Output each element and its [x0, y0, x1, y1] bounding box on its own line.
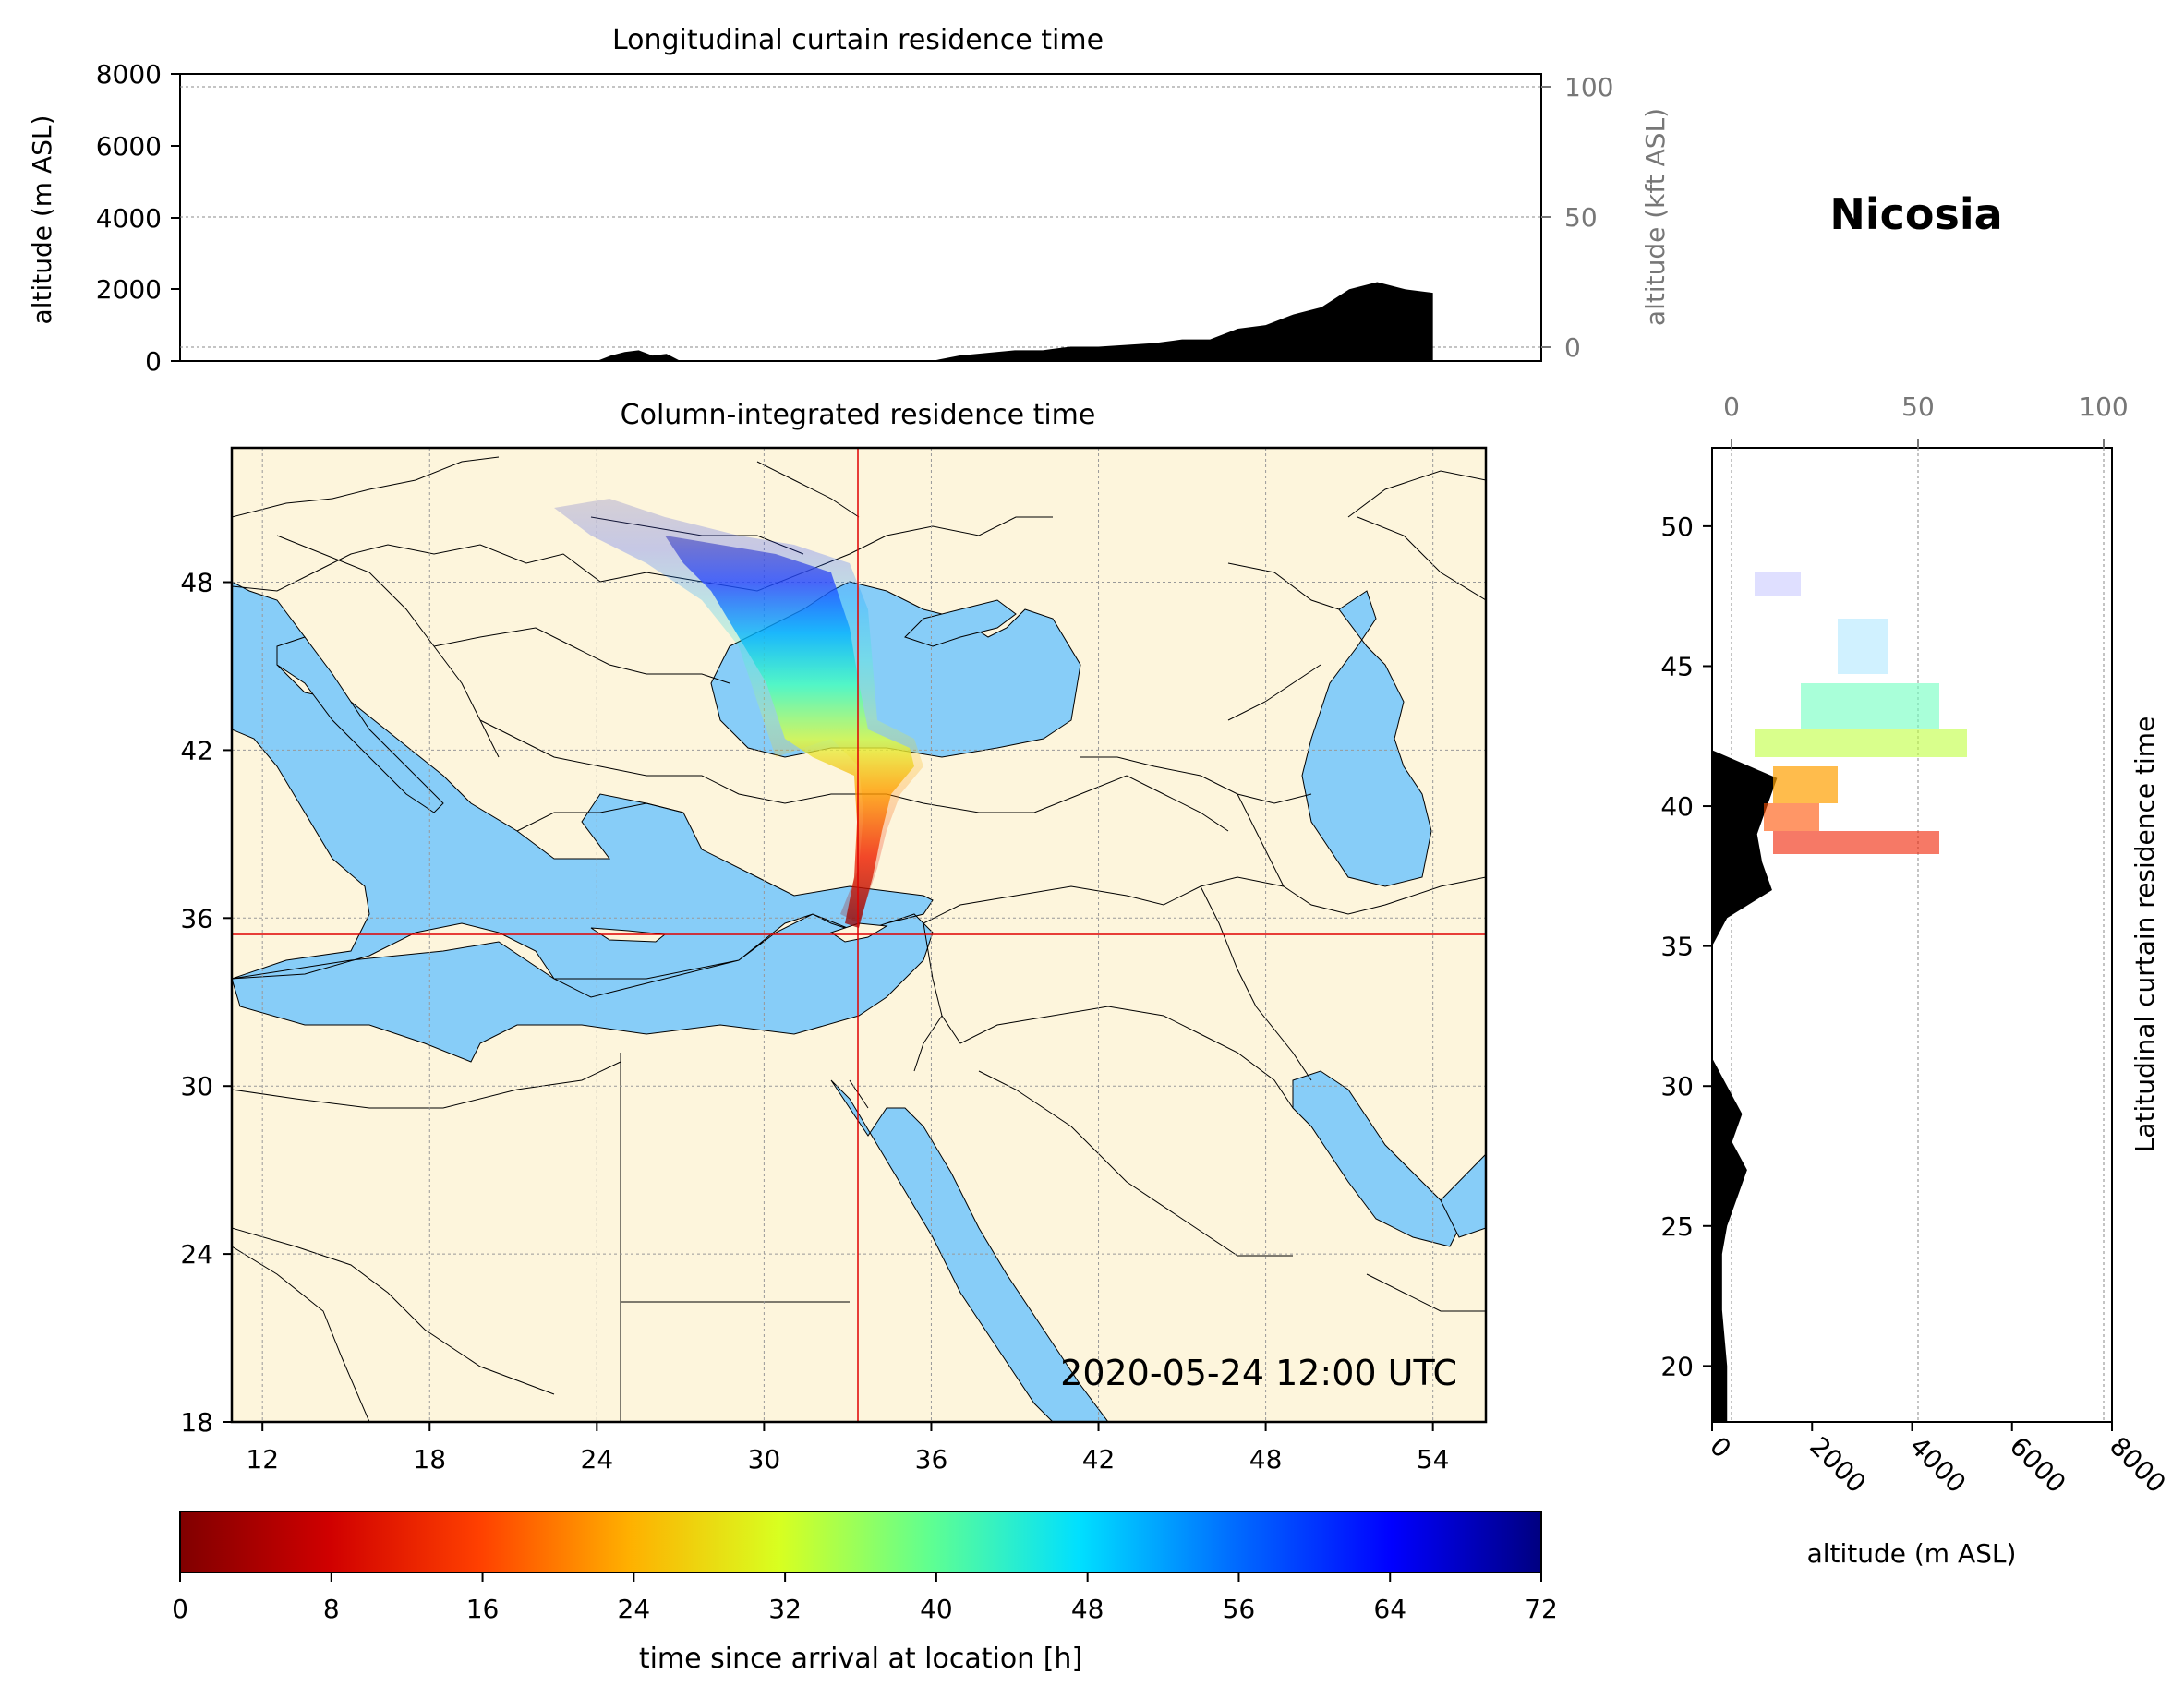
map-xtick-label: 42 [1082, 1444, 1116, 1475]
top-ytick-8000: 8000 [96, 59, 162, 90]
adriatic-sea [276, 636, 444, 813]
right-toptick-100: 100 [2079, 391, 2128, 422]
map-panel-title: Column-integrated residence time [621, 399, 1096, 431]
colorbar-tick-label: 56 [1223, 1594, 1256, 1624]
right-toptick-50: 50 [1901, 391, 1935, 422]
sea-of-azov [904, 599, 1017, 647]
right-ytick-label: 40 [1660, 791, 1694, 822]
map-ytick-label: 24 [180, 1239, 213, 1270]
map-xtick-label: 30 [748, 1444, 781, 1475]
right-top-ticks [1731, 439, 2105, 448]
top-terrain-area [597, 282, 1433, 361]
map-xtick-label: 36 [915, 1444, 948, 1475]
top-left-ticks [171, 73, 180, 362]
top-ytick-2000: 2000 [96, 274, 162, 305]
right-ytick-label: 45 [1660, 651, 1694, 681]
right-terrain-area [1712, 750, 1778, 1422]
colorbar-tick-label: 64 [1373, 1594, 1406, 1624]
map-xtick-label: 18 [413, 1444, 446, 1475]
map-xtick-label: 24 [581, 1444, 614, 1475]
right-plume-bands [1755, 572, 1967, 854]
map-axis-ticks: 12 18 24 30 36 42 48 54 18 24 30 36 42 48 [180, 568, 1449, 1475]
colorbar-tick-label: 0 [172, 1594, 188, 1624]
right-ytick-label: 30 [1660, 1071, 1694, 1102]
colorbar-tick-label: 40 [920, 1594, 953, 1624]
colorbar-tick-label: 24 [618, 1594, 651, 1624]
top-ytick-6000: 6000 [96, 131, 162, 162]
top-rtick-100: 100 [1564, 72, 1613, 102]
latitudinal-curtain-panel: 20 25 30 35 40 45 50 0 2000 4000 6000 8000 altitud… [1660, 391, 2171, 1569]
right-ytick-label: 35 [1660, 932, 1694, 962]
longitudinal-curtain-panel: Longitudinal curtain residence time 0 20… [27, 24, 1671, 377]
top-ytick-4000: 4000 [96, 203, 162, 234]
column-integrated-map-panel: Column-integrated residence time [180, 399, 1488, 1475]
right-xtick-label: 6000 [2004, 1431, 2072, 1499]
colorbar-ticks: 0 8 16 24 32 40 48 56 64 72 [172, 1572, 1558, 1624]
top-ylabel-left: altitude (m ASL) [27, 115, 57, 325]
right-ytick-label: 20 [1660, 1351, 1694, 1381]
map-ytick-label: 48 [180, 568, 213, 598]
colorbar-label: time since arrival at location [h] [639, 1643, 1082, 1675]
top-ytick-0: 0 [145, 346, 162, 377]
gulf-of-oman [1440, 1153, 1486, 1238]
top-terrain-fill [597, 282, 1433, 361]
map-frame [230, 446, 1488, 1424]
red-sea [830, 1079, 1109, 1422]
caspian-sea [1301, 590, 1432, 887]
top-rtick-0: 0 [1564, 332, 1581, 363]
persian-gulf [1292, 1070, 1460, 1247]
map-ytick-label: 30 [180, 1071, 213, 1102]
colorbar-tick-label: 32 [768, 1594, 802, 1624]
top-ylabel-right: altitude (kft ASL) [1640, 108, 1671, 326]
colorbar-tick-label: 8 [323, 1594, 340, 1624]
right-ytick-label: 50 [1660, 512, 1694, 542]
map-timestamp: 2020-05-24 12:00 UTC [1060, 1353, 1457, 1393]
map-ytick-label: 42 [180, 735, 213, 765]
right-panel-frame [1711, 447, 2113, 1423]
map-xtick-label: 12 [246, 1444, 279, 1475]
colorbar-tick-label: 72 [1525, 1594, 1558, 1624]
top-rtick-50: 50 [1564, 202, 1598, 233]
colorbar-tick-label: 16 [466, 1594, 500, 1624]
colorbar: 0 8 16 24 32 40 48 56 64 72 time since arrival at… [172, 1511, 1558, 1675]
plume-core [665, 536, 914, 928]
map-xtick-label: 54 [1417, 1444, 1450, 1475]
colorbar-tick-label: 48 [1071, 1594, 1104, 1624]
map-ytick-label: 36 [180, 903, 213, 933]
right-xtick-label: 0 [1704, 1431, 1737, 1464]
right-terrain-fill [1712, 750, 1778, 1422]
map-ytick-label: 18 [180, 1407, 213, 1438]
map-xtick-label: 48 [1249, 1444, 1283, 1475]
right-toptick-0: 0 [1723, 391, 1740, 422]
station-name: Nicosia [1829, 189, 2002, 239]
right-xtick-marks: 0 2000 4000 6000 8000 [1704, 1422, 2172, 1499]
top-panel-title: Longitudinal curtain residence time [612, 24, 1104, 56]
top-right-ticks [1541, 86, 1551, 348]
right-xlabel: altitude (m ASL) [1807, 1538, 2017, 1569]
colorbar-gradient [179, 1511, 1542, 1573]
right-ylabel: Latitudinal curtain residence time [2130, 717, 2160, 1153]
right-xtick-label: 4000 [1904, 1431, 1973, 1499]
right-xtick-label: 8000 [2104, 1431, 2172, 1499]
right-xtick-label: 2000 [1804, 1431, 1872, 1499]
right-ytick-label: 25 [1660, 1211, 1694, 1242]
right-ytick-marks: 20 25 30 35 40 45 50 [1660, 512, 1712, 1381]
